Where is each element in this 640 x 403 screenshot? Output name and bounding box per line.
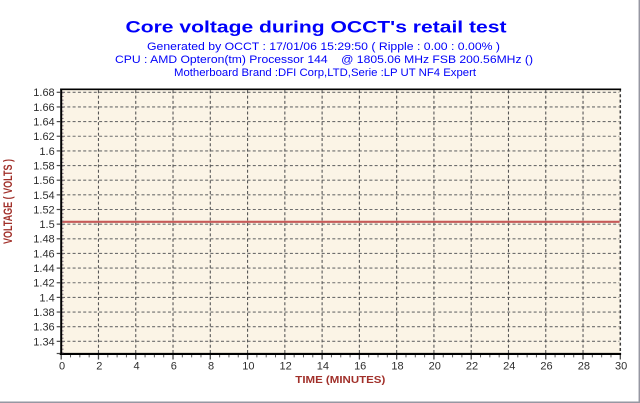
svg-text:1.34: 1.34 [33, 336, 54, 348]
svg-text:28: 28 [578, 361, 590, 373]
svg-text:8: 8 [208, 361, 214, 373]
svg-text:CPU : AMD Opteron(tm) Processo: CPU : AMD Opteron(tm) Processor 144 @ 18… [115, 54, 533, 66]
svg-text:12: 12 [280, 361, 292, 373]
svg-text:24: 24 [503, 361, 515, 373]
svg-text:1.62: 1.62 [33, 131, 54, 143]
svg-text:1.54: 1.54 [33, 190, 54, 202]
svg-text:2: 2 [96, 361, 102, 373]
svg-text:1.4: 1.4 [39, 292, 54, 304]
svg-text:6: 6 [171, 361, 177, 373]
svg-text:0: 0 [59, 361, 65, 373]
svg-text:4: 4 [133, 361, 139, 373]
svg-text:10: 10 [242, 361, 254, 373]
svg-text:16: 16 [354, 361, 366, 373]
svg-text:18: 18 [391, 361, 403, 373]
svg-text:1.66: 1.66 [33, 102, 54, 114]
svg-text:1.6: 1.6 [39, 146, 54, 158]
svg-text:30: 30 [615, 361, 627, 373]
svg-text:1.58: 1.58 [33, 160, 54, 172]
svg-text:1.46: 1.46 [33, 248, 54, 260]
svg-text:1.56: 1.56 [33, 175, 54, 187]
svg-text:1.5: 1.5 [39, 219, 54, 231]
svg-text:1.44: 1.44 [33, 263, 54, 275]
svg-text:1.52: 1.52 [33, 204, 54, 216]
svg-text:VOLTAGE ( VOLTS ): VOLTAGE ( VOLTS ) [1, 159, 15, 244]
svg-text:Generated by OCCT : 17/01/06 1: Generated by OCCT : 17/01/06 15:29:50 ( … [147, 41, 500, 53]
svg-text:1.38: 1.38 [33, 307, 54, 319]
svg-text:1.48: 1.48 [33, 234, 54, 246]
svg-text:TIME (MINUTES): TIME (MINUTES) [295, 374, 385, 386]
svg-text:1.36: 1.36 [33, 322, 54, 334]
svg-text:Core voltage during OCCT's ret: Core voltage during OCCT's retail test [126, 17, 507, 36]
svg-text:1.68: 1.68 [33, 87, 54, 99]
svg-text:22: 22 [466, 361, 478, 373]
svg-text:1.64: 1.64 [33, 117, 54, 129]
svg-text:1.42: 1.42 [33, 278, 54, 290]
svg-text:Motherboard Brand :DFI Corp,LT: Motherboard Brand :DFI Corp,LTD,Serie :L… [174, 67, 476, 79]
svg-text:26: 26 [540, 361, 552, 373]
svg-text:20: 20 [429, 361, 441, 373]
svg-text:14: 14 [317, 361, 329, 373]
